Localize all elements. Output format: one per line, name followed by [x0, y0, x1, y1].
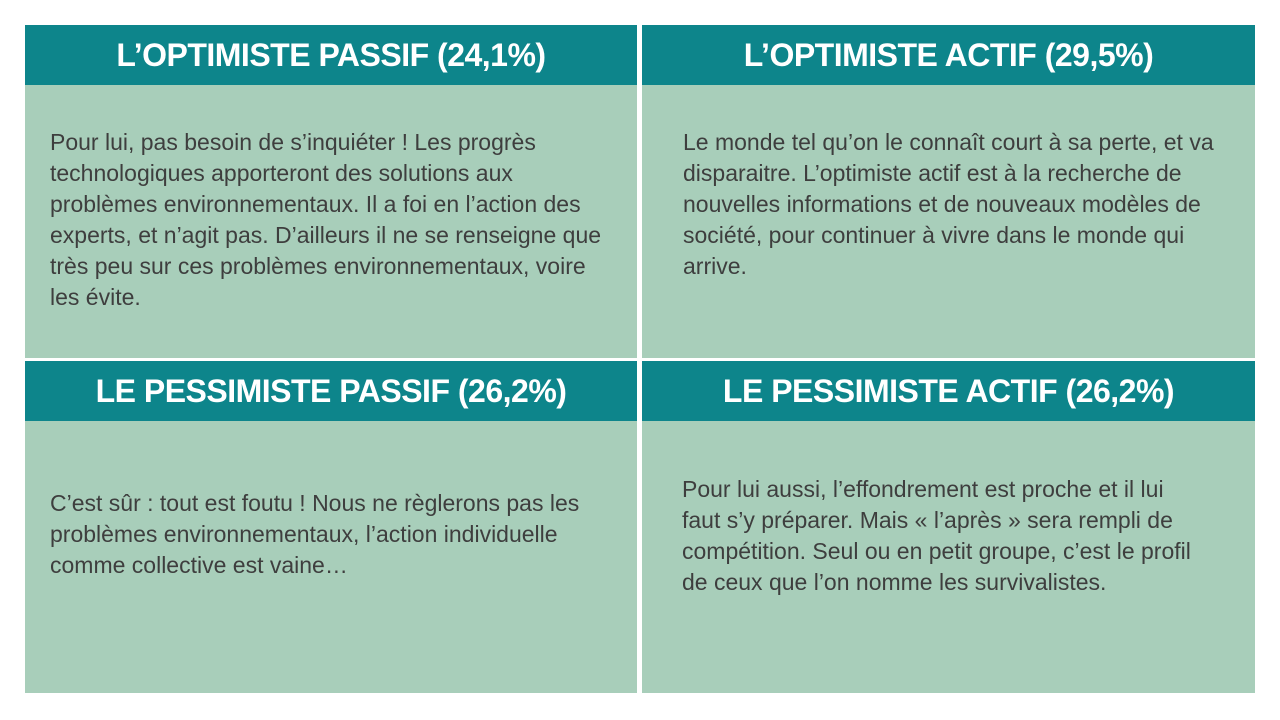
- quadrant-description-optimiste-actif: Le monde tel qu’on le connaît court à sa…: [642, 85, 1255, 358]
- quadrant-matrix: L’OPTIMISTE PASSIF (24,1%) Pour lui, pas…: [25, 25, 1255, 693]
- quadrant-title-optimiste-actif: L’OPTIMISTE ACTIF (29,5%): [642, 25, 1255, 85]
- quadrant-title-optimiste-passif: L’OPTIMISTE PASSIF (24,1%): [25, 25, 637, 85]
- quadrant-title-pessimiste-passif: LE PESSIMISTE PASSIF (26,2%): [25, 361, 637, 421]
- quadrant-description-pessimiste-actif: Pour lui aussi, l’effondrement est proch…: [642, 421, 1255, 693]
- quadrant-pessimiste-actif: LE PESSIMISTE ACTIF (26,2%) Pour lui aus…: [642, 361, 1255, 693]
- quadrant-description-optimiste-passif: Pour lui, pas besoin de s’inquiéter ! Le…: [25, 85, 637, 358]
- quadrant-pessimiste-passif: LE PESSIMISTE PASSIF (26,2%) C’est sûr :…: [25, 361, 637, 693]
- quadrant-title-pessimiste-actif: LE PESSIMISTE ACTIF (26,2%): [642, 361, 1255, 421]
- quadrant-optimiste-actif: L’OPTIMISTE ACTIF (29,5%) Le monde tel q…: [642, 25, 1255, 358]
- quadrant-optimiste-passif: L’OPTIMISTE PASSIF (24,1%) Pour lui, pas…: [25, 25, 637, 358]
- quadrant-description-pessimiste-passif: C’est sûr : tout est foutu ! Nous ne règ…: [25, 421, 637, 693]
